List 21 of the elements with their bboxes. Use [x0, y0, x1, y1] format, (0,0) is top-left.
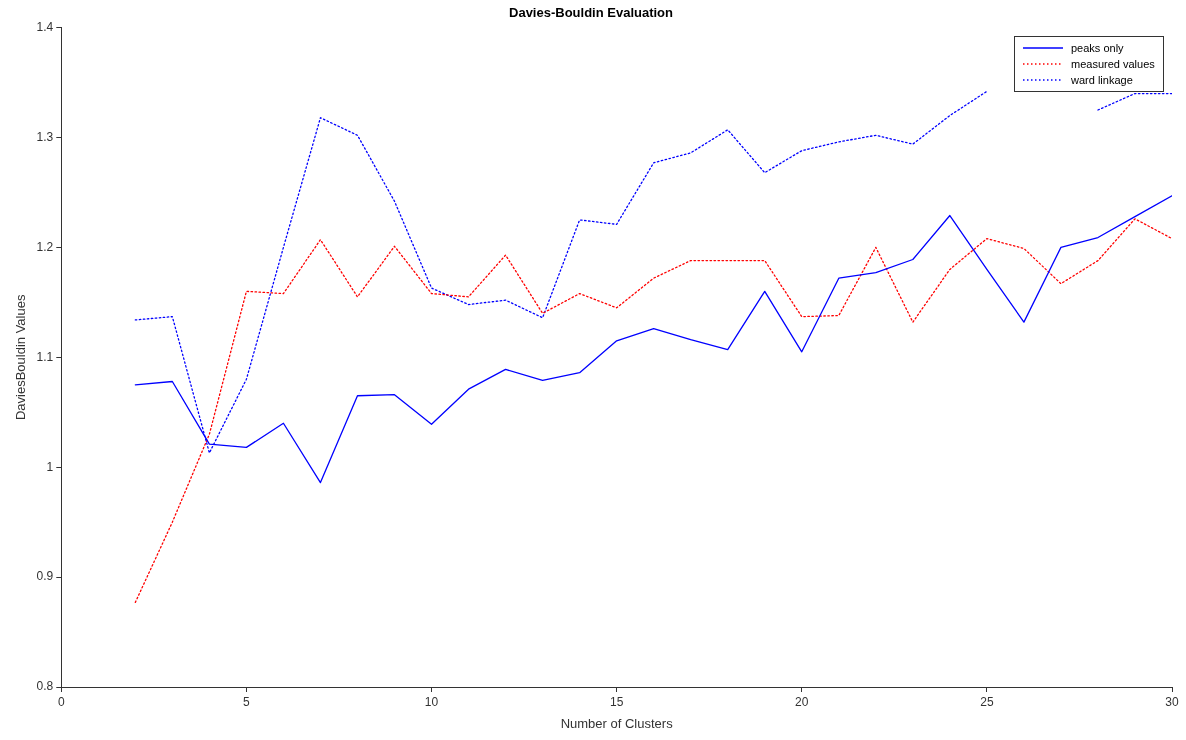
x-axis-title: Number of Clusters: [560, 715, 674, 731]
y-axis-title: DaviesBouldin Values: [13, 294, 29, 421]
y-tick-label: 1.1: [36, 349, 54, 364]
y-tick-label: 1.4: [36, 19, 54, 34]
y-tick-label: 1.3: [36, 129, 54, 144]
y-tick-label: 1: [46, 459, 54, 474]
x-tick-label: 0: [57, 694, 65, 709]
y-tick-label: 0.8: [36, 679, 54, 694]
x-tick-label: 10: [424, 694, 439, 709]
x-tick-label: 25: [980, 694, 994, 709]
legend-label: peaks only: [1071, 41, 1124, 54]
y-tick-label: 1.2: [36, 239, 54, 254]
x-tick-label: 15: [609, 694, 624, 709]
x-tick-label: 5: [243, 694, 251, 709]
legend-label: ward linkage: [1071, 73, 1133, 86]
x-tick-label: 30: [1165, 694, 1179, 709]
chart-title: Davies-Bouldin Evaluation: [509, 5, 674, 21]
legend-label: measured values: [1071, 57, 1155, 70]
y-tick-label: 0.9: [36, 569, 54, 584]
line-series: [134, 218, 1172, 604]
x-tick-label: 20: [795, 694, 809, 709]
